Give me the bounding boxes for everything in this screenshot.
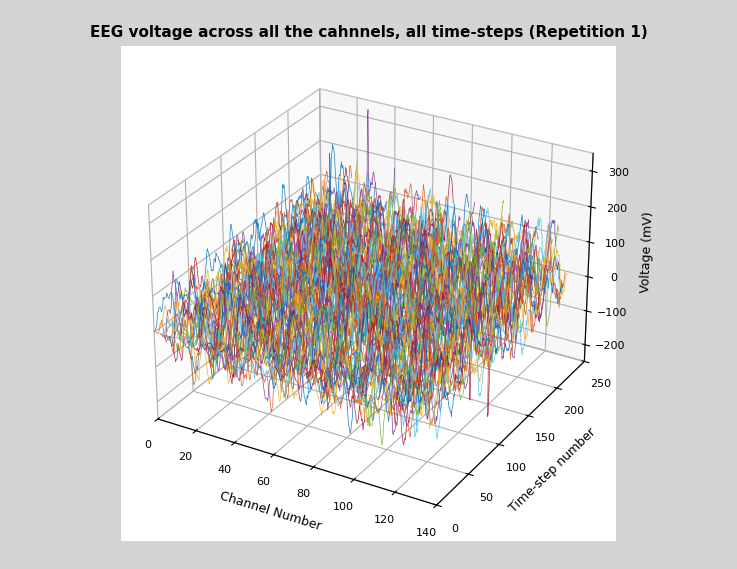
Y-axis label: Time-step number: Time-step number	[507, 426, 598, 515]
Title: EEG voltage across all the cahnnels, all time-steps (Repetition 1): EEG voltage across all the cahnnels, all…	[90, 25, 647, 40]
X-axis label: Channel Number: Channel Number	[217, 489, 322, 533]
